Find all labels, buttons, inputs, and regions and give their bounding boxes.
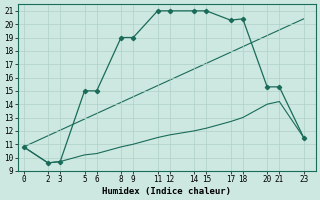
X-axis label: Humidex (Indice chaleur): Humidex (Indice chaleur) (102, 187, 231, 196)
